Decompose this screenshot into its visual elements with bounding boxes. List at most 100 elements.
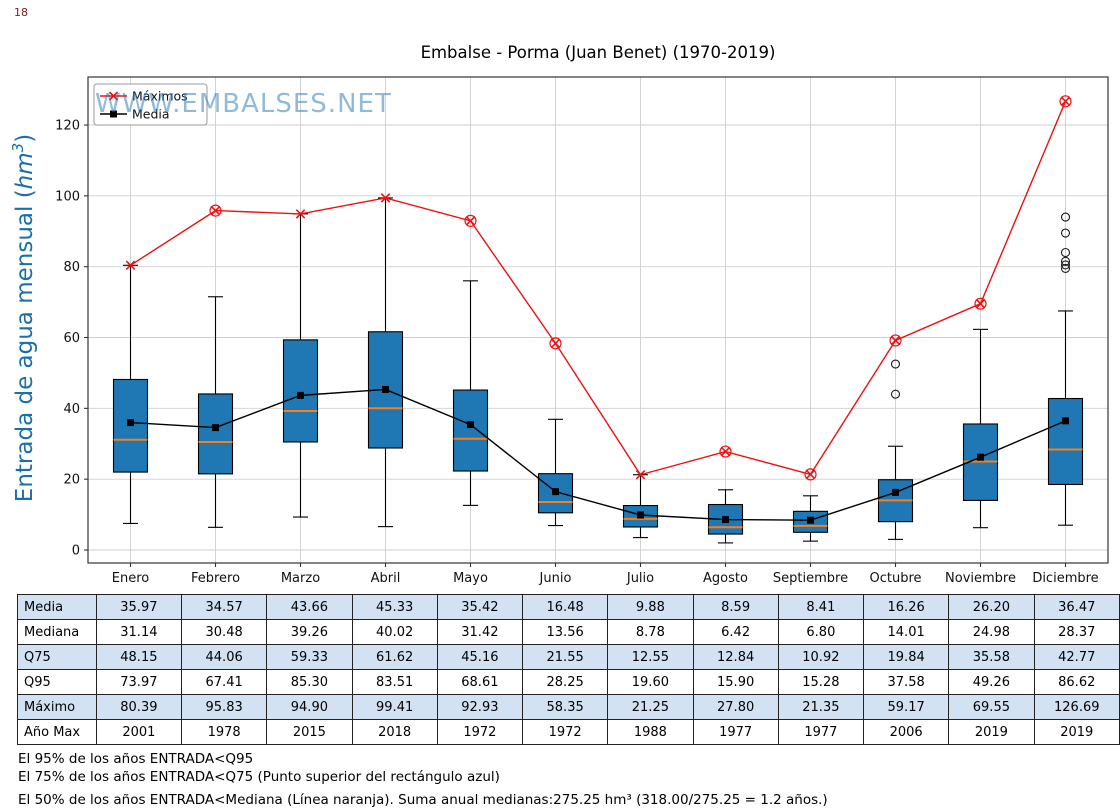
cell-year: 2019 [1033, 719, 1120, 745]
cell-median: 6.80 [777, 619, 865, 645]
cell-median: 31.14 [95, 619, 183, 645]
cell-mean: 16.48 [521, 594, 609, 620]
max-x-marker [635, 469, 646, 480]
row-label-median: Mediana [17, 619, 97, 645]
max-x-marker [975, 298, 986, 309]
cell-q75: 44.06 [180, 644, 268, 670]
mean-square-marker [212, 424, 219, 432]
mean-square-marker [297, 391, 304, 399]
y-axis-label: Entrada de agua mensual (hm3) [9, 134, 38, 502]
y-tick-label: 0 [72, 544, 80, 559]
mean-square-marker [127, 419, 134, 427]
cell-q75: 19.84 [862, 644, 950, 670]
x-tick-label: Enero [112, 571, 150, 586]
mean-square-marker [467, 421, 474, 429]
row-label-max: Máximo [17, 694, 97, 720]
mean-square-marker [552, 488, 559, 496]
cell-max: 59.17 [862, 694, 950, 720]
cell-q75: 48.15 [95, 644, 183, 670]
iqr-box [1047, 397, 1084, 486]
cell-max: 27.80 [692, 694, 779, 720]
cell-q75: 10.92 [777, 644, 865, 670]
cell-q95: 15.28 [777, 669, 865, 695]
cell-year: 1972 [436, 719, 524, 745]
row-label-q75: Q75 [17, 644, 97, 670]
max-outlier-circle [804, 468, 817, 481]
cell-q95: 73.97 [95, 669, 183, 695]
cell-median: 14.01 [862, 619, 950, 645]
cell-mean: 8.59 [692, 594, 779, 620]
y-tick-label: 80 [63, 260, 80, 275]
max-outlier-circle [1059, 95, 1072, 108]
table-row-year: Año Max 2001 1978 2015 2018 1972 1972 1988 1977 1… [17, 719, 1120, 745]
mean-square-marker [722, 516, 729, 524]
note-q95: El 95% de los años ENTRADA<Q95 [18, 751, 254, 767]
outlier-circle [890, 359, 901, 369]
y-tick-label: 60 [63, 331, 80, 346]
plot-border [87, 76, 1109, 564]
cell-q95: 49.26 [948, 669, 1035, 695]
cell-year: 2018 [351, 719, 438, 745]
cell-mean: 45.33 [351, 594, 438, 620]
max-outlier-circle [209, 204, 222, 217]
iqr-box [282, 339, 319, 443]
monthly-stats-table: Media 35.97 34.57 43.66 45.33 35.42 16.48 9.88 8… [17, 594, 1120, 745]
media-line [130, 388, 1066, 521]
cell-q95: 37.58 [862, 669, 950, 695]
cell-year: 1988 [607, 719, 694, 745]
x-tick-label: Octubre [869, 571, 921, 586]
cell-median: 13.56 [521, 619, 609, 645]
cell-mean: 8.41 [777, 594, 865, 620]
cell-median: 31.42 [436, 619, 524, 645]
max-x-marker [210, 205, 221, 216]
outlier-circle [1060, 228, 1071, 238]
cell-max: 80.39 [95, 694, 183, 720]
iqr-box [452, 389, 489, 472]
max-outlier-circle [549, 337, 562, 350]
x-tick-label: Julio [626, 571, 654, 586]
cell-q75: 59.33 [266, 644, 353, 670]
cell-mean: 26.20 [948, 594, 1035, 620]
max-outlier-circle [974, 297, 987, 310]
mean-square-marker [1062, 417, 1069, 425]
legend-media-square-icon [110, 110, 117, 118]
cell-mean: 16.26 [862, 594, 950, 620]
cell-mean: 35.97 [95, 594, 183, 620]
cell-year: 2001 [95, 719, 183, 745]
y-tick-label: 40 [63, 402, 80, 417]
mean-square-marker [807, 516, 814, 524]
legend-label-media: Media [132, 107, 170, 122]
cell-q95: 28.25 [521, 669, 609, 695]
cell-mean: 35.42 [436, 594, 524, 620]
table-row-q75: Q75 48.15 44.06 59.33 61.62 45.16 21.55 12.55 12… [17, 644, 1120, 670]
outlier-circle [1060, 260, 1071, 270]
max-outlier-circle [464, 214, 477, 227]
outlier-circle [1060, 212, 1071, 222]
max-x-marker [465, 216, 476, 226]
x-tick-label: Abril [371, 571, 401, 586]
cell-q95: 85.30 [266, 669, 353, 695]
max-x-marker [1060, 96, 1071, 107]
max-x-marker [550, 338, 561, 349]
max-x-marker [125, 260, 136, 271]
outlier-circle [1060, 256, 1071, 266]
cell-median: 8.78 [607, 619, 694, 645]
y-tick-label: 20 [63, 473, 80, 488]
x-tick-label: Marzo [281, 571, 320, 586]
cell-year: 1977 [777, 719, 865, 745]
cell-q95: 19.60 [607, 669, 694, 695]
max-outlier-circle [719, 445, 732, 458]
legend-max-x-icon [108, 91, 119, 101]
cell-year: 2015 [266, 719, 353, 745]
max-x-marker [380, 193, 391, 203]
mean-square-marker [382, 385, 389, 393]
cell-max: 21.35 [777, 694, 865, 720]
cell-max: 21.25 [607, 694, 694, 720]
table-row-q95: Q95 73.97 67.41 85.30 83.51 68.61 28.25 19.60 15… [17, 669, 1120, 695]
table-row-max: Máximo 80.39 95.83 94.90 99.41 92.93 58.35 21.2… [17, 694, 1120, 720]
x-tick-label: Junio [539, 571, 572, 586]
cell-median: 40.02 [351, 619, 438, 645]
maximos-line [130, 101, 1067, 476]
x-tick-label: Noviembre [945, 571, 1016, 586]
max-x-marker [720, 446, 731, 457]
